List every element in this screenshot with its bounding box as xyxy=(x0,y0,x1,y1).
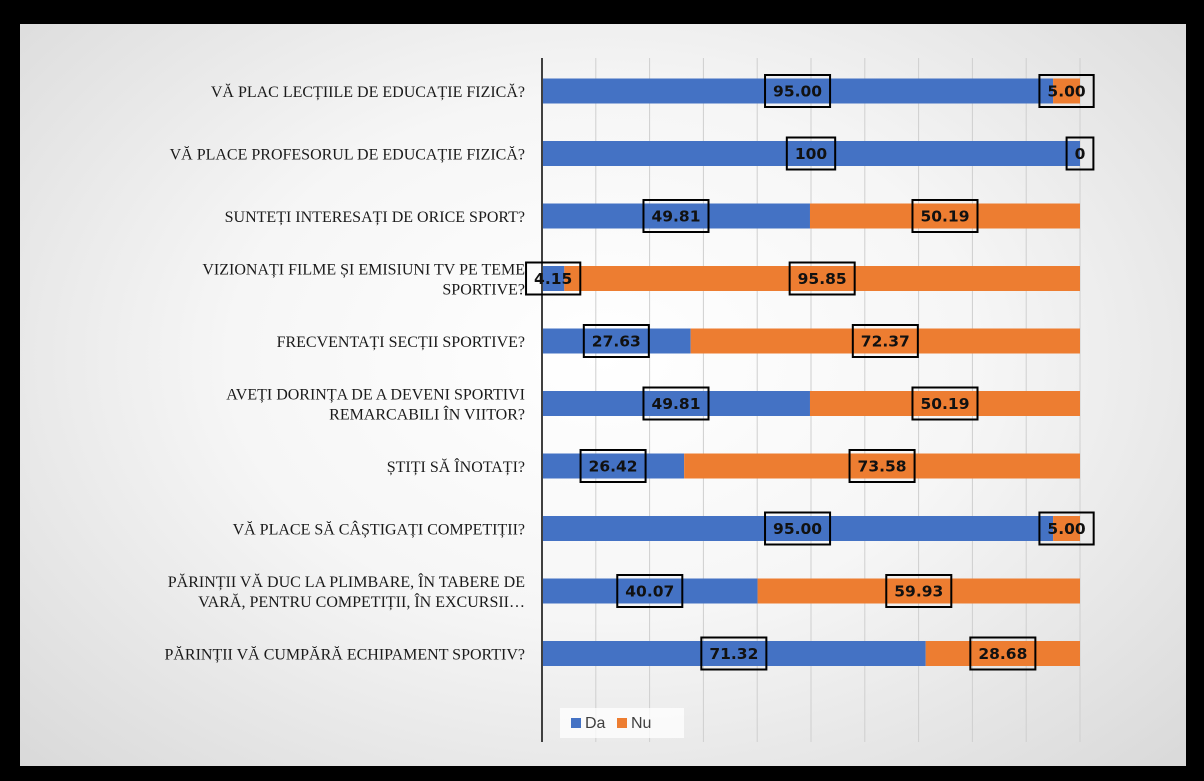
bar-da xyxy=(542,641,926,666)
data-label-da: 4.15 xyxy=(534,270,572,288)
data-label-nu: 95.85 xyxy=(798,270,847,288)
chart: VĂ PLAC LECȚIILE DE EDUCAȚIE FIZICĂ? VĂ P… xyxy=(164,58,1095,742)
data-label-box xyxy=(642,199,710,233)
bar-da xyxy=(542,391,810,416)
chart-frame: VĂ PLAC LECȚIILE DE EDUCAȚIE FIZICĂ? VĂ P… xyxy=(20,24,1186,766)
data-label-da: 95.00 xyxy=(773,520,822,538)
data-label-da: 95.00 xyxy=(773,83,822,101)
bar-nu xyxy=(1053,78,1080,104)
data-label-box xyxy=(700,636,768,671)
category-label: FRECVENTAȚI SECȚII SPORTIVE? xyxy=(277,334,525,351)
bar-nu xyxy=(809,203,1080,229)
category-label: REMARCABILI ÎN VIITOR? xyxy=(329,405,525,424)
data-label-da: 49.81 xyxy=(651,395,700,413)
bar-da xyxy=(542,203,810,229)
data-label-box xyxy=(911,386,979,421)
data-label-nu: 50.19 xyxy=(920,208,969,226)
legend-swatch xyxy=(617,718,627,728)
bar-da xyxy=(542,328,691,354)
data-label-nu: 59.93 xyxy=(894,583,943,601)
bar-nu xyxy=(690,328,1080,354)
category-labels: VĂ PLAC LECȚIILE DE EDUCAȚIE FIZICĂ? VĂ P… xyxy=(164,82,525,664)
data-label-box xyxy=(969,636,1037,671)
category-label: AVEȚI DORINȚA DE A DEVENI SPORTIVI xyxy=(226,387,525,404)
data-label-nu: 5.00 xyxy=(1047,83,1085,101)
data-label-box xyxy=(764,511,832,546)
data-label-box xyxy=(851,324,919,358)
data-label-box xyxy=(848,449,916,483)
data-label-box xyxy=(911,199,979,233)
data-label-da: 71.32 xyxy=(709,645,758,663)
bar-da xyxy=(542,578,758,604)
category-label: VĂ PLAC LECȚIILE DE EDUCAȚIE FIZICĂ? xyxy=(211,82,525,101)
data-label-box xyxy=(579,449,647,483)
bar-nu xyxy=(757,578,1080,604)
bar-nu xyxy=(1053,516,1080,541)
data-label-da: 100 xyxy=(795,145,828,163)
bar-nu xyxy=(564,266,1080,291)
category-label: SUNTEȚI INTERESAȚI DE ORICE SPORT? xyxy=(225,209,525,226)
bar-nu xyxy=(809,391,1080,416)
category-label: PĂRINȚII VĂ CUMPĂRĂ ECHIPAMENT SPORTIV? xyxy=(164,645,525,664)
bar-nu xyxy=(684,453,1080,479)
data-label-nu: 5.00 xyxy=(1047,520,1085,538)
category-label: PĂRINȚII VĂ DUC LA PLIMBARE, ÎN TABERE D… xyxy=(168,572,525,591)
data-label-box xyxy=(616,574,684,608)
data-label-da: 26.42 xyxy=(589,458,638,476)
data-label-box xyxy=(525,261,582,296)
bar-da xyxy=(542,453,685,479)
data-label-box xyxy=(582,324,650,358)
legend-label: Da xyxy=(585,715,606,732)
data-label-da: 49.81 xyxy=(651,208,700,226)
data-label-box xyxy=(642,386,710,421)
data-label-nu: 0 xyxy=(1075,145,1086,163)
data-labels: 95.00 5.00 100 0 49.81 50.19 4.15 95.85 27.63 72.… xyxy=(525,74,1095,671)
category-label: VIZIONAȚI FILME ȘI EMISIUNI TV PE TEME xyxy=(202,262,525,279)
legend-label: Nu xyxy=(631,715,651,732)
bar-da xyxy=(542,516,1054,541)
category-label: VARĂ, PENTRU COMPETIȚII, ÎN EXCURSII… xyxy=(198,592,525,611)
data-label-nu: 73.58 xyxy=(858,458,907,476)
data-label-box xyxy=(785,136,837,171)
category-label: VĂ PLACE PROFESORUL DE EDUCAȚIE FIZICĂ? xyxy=(170,145,525,164)
category-label: SPORTIVE? xyxy=(442,282,525,299)
category-label: VĂ PLACE SĂ CÂȘTIGAȚI COMPETIȚII? xyxy=(233,520,525,539)
data-label-box xyxy=(885,574,953,608)
data-label-da: 27.63 xyxy=(592,333,641,351)
bar-da xyxy=(542,141,1080,166)
data-label-box xyxy=(1065,136,1095,171)
data-label-box xyxy=(1038,74,1095,108)
data-label-box xyxy=(1038,511,1095,546)
data-label-nu: 72.37 xyxy=(861,333,910,351)
bar-da xyxy=(542,78,1054,104)
category-label: ȘTIȚI SĂ ÎNOTAȚI? xyxy=(387,457,525,476)
legend: Da Nu xyxy=(560,708,684,738)
data-label-da: 40.07 xyxy=(625,583,674,601)
data-label-box xyxy=(788,261,856,296)
data-label-nu: 50.19 xyxy=(920,395,969,413)
data-label-box xyxy=(764,74,832,108)
legend-swatch xyxy=(571,718,581,728)
bars xyxy=(542,78,1080,666)
data-label-nu: 28.68 xyxy=(978,645,1027,663)
bar-da xyxy=(542,266,565,291)
bar-nu xyxy=(925,641,1080,666)
